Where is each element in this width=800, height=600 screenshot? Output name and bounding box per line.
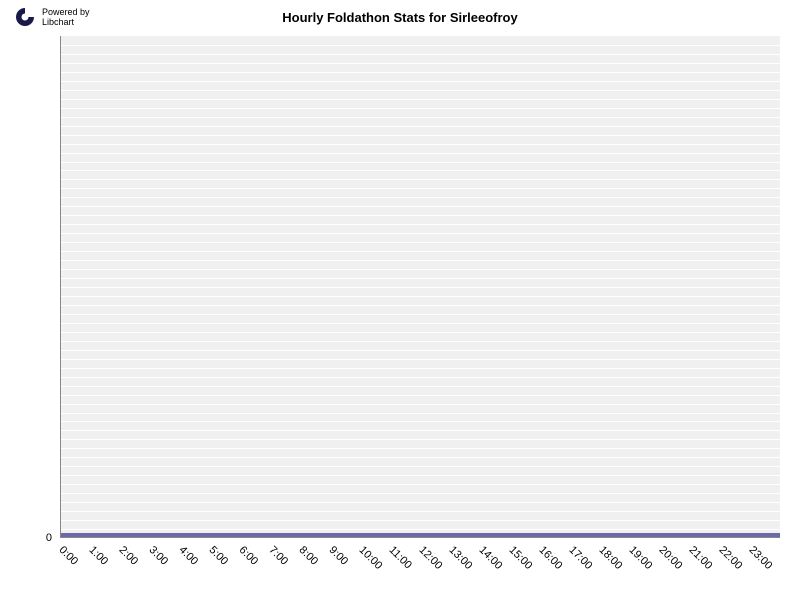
gridline <box>61 81 780 82</box>
x-tick-label: 13:00 <box>446 544 474 572</box>
gridline <box>61 359 780 360</box>
plot-gridlines <box>61 36 780 537</box>
x-tick-label: 0:00 <box>56 544 80 568</box>
x-tick-label: 21:00 <box>686 544 714 572</box>
gridline <box>61 170 780 171</box>
x-tick-label: 4:00 <box>176 544 200 568</box>
x-tick-label: 17:00 <box>566 544 594 572</box>
gridline <box>61 404 780 405</box>
gridline <box>61 332 780 333</box>
x-tick-label: 20:00 <box>656 544 684 572</box>
gridline <box>61 153 780 154</box>
gridline <box>61 63 780 64</box>
x-tick-label: 1:00 <box>86 544 110 568</box>
gridline <box>61 377 780 378</box>
x-tick-label: 3:00 <box>146 544 170 568</box>
x-tick-label: 6:00 <box>236 544 260 568</box>
gridline <box>61 206 780 207</box>
gridline <box>61 421 780 422</box>
gridline <box>61 386 780 387</box>
gridline <box>61 108 780 109</box>
x-tick-label: 22:00 <box>716 544 744 572</box>
x-tick-label: 11:00 <box>386 544 413 571</box>
gridline <box>61 493 780 494</box>
gridline <box>61 448 780 449</box>
x-tick-label: 8:00 <box>296 544 320 568</box>
gridline <box>61 144 780 145</box>
gridline <box>61 188 780 189</box>
gridline <box>61 466 780 467</box>
gridline <box>61 224 780 225</box>
gridline <box>61 296 780 297</box>
gridline <box>61 395 780 396</box>
gridline <box>61 54 780 55</box>
baseline-bar <box>61 533 780 537</box>
x-tick-label: 7:00 <box>266 544 290 568</box>
x-tick-label: 19:00 <box>626 544 654 572</box>
gridline <box>61 242 780 243</box>
gridline <box>61 269 780 270</box>
x-tick-label: 9:00 <box>326 544 350 568</box>
gridline <box>61 72 780 73</box>
gridline <box>61 215 780 216</box>
x-tick-label: 2:00 <box>116 544 140 568</box>
gridline <box>61 179 780 180</box>
chart-title: Hourly Foldathon Stats for Sirleeofroy <box>0 10 800 25</box>
gridline <box>61 233 780 234</box>
gridline <box>61 439 780 440</box>
x-tick-label: 12:00 <box>416 544 444 572</box>
gridline <box>61 502 780 503</box>
gridline <box>61 368 780 369</box>
gridline <box>61 484 780 485</box>
gridline <box>61 117 780 118</box>
x-tick-label: 23:00 <box>746 544 774 572</box>
plot-area <box>60 36 780 538</box>
x-tick-label: 10:00 <box>356 544 384 572</box>
gridline <box>61 287 780 288</box>
gridline <box>61 135 780 136</box>
gridline <box>61 413 780 414</box>
gridline <box>61 323 780 324</box>
gridline <box>61 475 780 476</box>
gridline <box>61 511 780 512</box>
gridline <box>61 341 780 342</box>
gridline <box>61 197 780 198</box>
gridline <box>61 278 780 279</box>
gridline <box>61 162 780 163</box>
gridline <box>61 126 780 127</box>
gridline <box>61 520 780 521</box>
x-tick-label: 5:00 <box>206 544 230 568</box>
gridline <box>61 529 780 530</box>
x-tick-label: 18:00 <box>596 544 624 572</box>
gridline <box>61 457 780 458</box>
gridline <box>61 90 780 91</box>
x-tick-label: 15:00 <box>506 544 534 572</box>
gridline <box>61 45 780 46</box>
gridline <box>61 430 780 431</box>
y-tick-label: 0 <box>0 532 52 544</box>
x-tick-label: 16:00 <box>536 544 564 572</box>
gridline <box>61 260 780 261</box>
gridline <box>61 350 780 351</box>
gridline <box>61 99 780 100</box>
gridline <box>61 305 780 306</box>
gridline <box>61 251 780 252</box>
x-tick-label: 14:00 <box>476 544 504 572</box>
gridline <box>61 314 780 315</box>
